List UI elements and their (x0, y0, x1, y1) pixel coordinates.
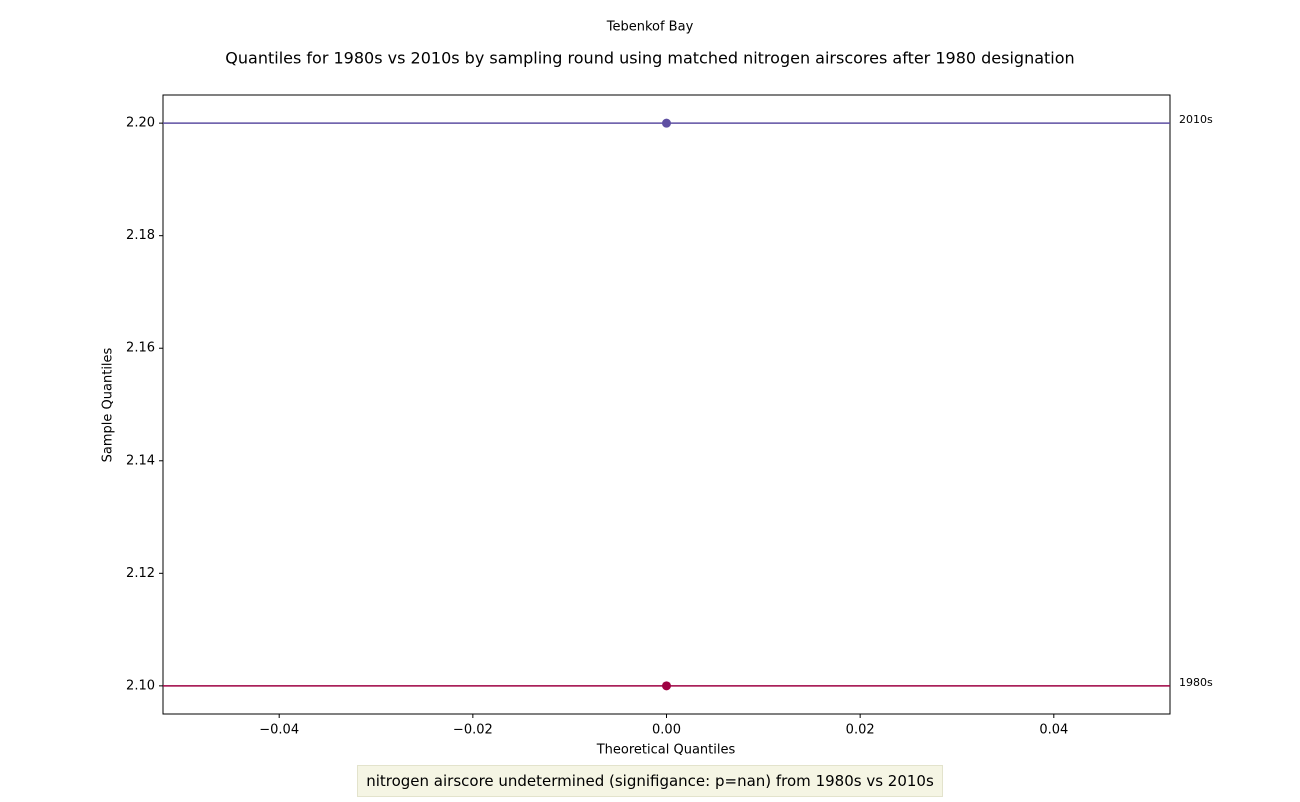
y-axis-label: Sample Quantiles (101, 347, 116, 462)
chart-title: Quantiles for 1980s vs 2010s by sampling… (225, 49, 1074, 68)
y-tick-label: 2.10 (126, 678, 155, 693)
x-tick-label: −0.02 (453, 723, 493, 738)
series-label: 2010s (1179, 113, 1213, 126)
annotation: nitrogen airscore undetermined (signifig… (357, 765, 943, 797)
x-tick-label: 0.00 (652, 723, 681, 738)
series-label: 1980s (1179, 676, 1213, 689)
y-tick-label: 2.12 (126, 566, 155, 581)
y-tick-label: 2.14 (126, 453, 155, 468)
y-tick-label: 2.18 (126, 228, 155, 243)
x-tick-label: 0.04 (1039, 723, 1068, 738)
plot-frame (162, 94, 1171, 715)
x-tick-label: −0.04 (259, 723, 299, 738)
x-axis-label: Theoretical Quantiles (596, 743, 736, 758)
y-tick-label: 2.20 (126, 116, 155, 131)
y-tick-label: 2.16 (126, 341, 155, 356)
chart-suptitle: Tebenkof Bay (606, 20, 694, 35)
x-tick-label: 0.02 (846, 723, 875, 738)
annotation-box: nitrogen airscore undetermined (signifig… (0, 765, 1300, 797)
point (662, 118, 671, 128)
point (662, 681, 671, 691)
